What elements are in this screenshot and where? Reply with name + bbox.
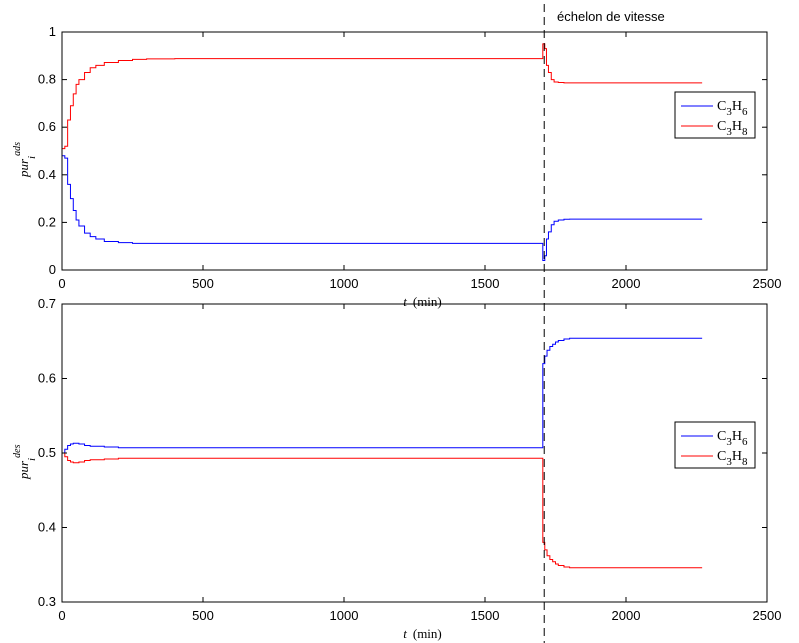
y-tick-label: 1: [49, 24, 56, 39]
x-tick-label: 1000: [330, 276, 359, 291]
y-axis-label: puriads: [12, 142, 38, 178]
y-axis-label: purides: [12, 444, 38, 480]
y-tick-label: 0.4: [38, 167, 56, 182]
series-line-C3H8: [62, 43, 703, 150]
x-axis-label: t (min): [403, 626, 442, 641]
x-tick-label: 1500: [471, 276, 500, 291]
y-tick-label: 0.5: [38, 445, 56, 460]
legend-label-C3H6: C3H6: [717, 429, 748, 448]
y-axis-label-base: pur: [16, 460, 31, 480]
x-tick-label: 1500: [471, 608, 500, 623]
x-tick-label: 1000: [330, 608, 359, 623]
legend-label-C3H8: C3H8: [717, 449, 748, 468]
x-tick-label: 500: [192, 276, 214, 291]
y-tick-label: 0.8: [38, 72, 56, 87]
x-axis-var: t: [403, 294, 407, 309]
x-tick-label: 2000: [612, 608, 641, 623]
y-tick-label: 0.4: [38, 520, 56, 535]
x-tick-label: 500: [192, 608, 214, 623]
x-axis-unit: (min): [413, 294, 442, 309]
y-axis-label-base: pur: [16, 158, 31, 178]
series-line-C3H6: [62, 337, 703, 454]
y-axis-label-sub: i: [26, 458, 38, 461]
y-axis-label-sub: i: [26, 156, 38, 159]
y-axis-label-sup: des: [12, 444, 23, 457]
legend-box: [674, 91, 756, 139]
y-tick-label: 0: [49, 262, 56, 277]
y-tick-label: 0.6: [38, 371, 56, 386]
y-tick-label: 0.3: [38, 594, 56, 609]
series-line-C3H6: [62, 155, 703, 261]
x-axis-label: t (min): [403, 294, 442, 309]
legend-label-C3H6: C3H6: [717, 99, 748, 118]
x-tick-label: 0: [58, 608, 65, 623]
x-axis-unit: (min): [413, 626, 442, 641]
axes-frame: [61, 31, 768, 271]
y-tick-label: 0.6: [38, 119, 56, 134]
legend-label-C3H8: C3H8: [717, 119, 748, 138]
bottom-plot: 0 500 1000 1500 2000 2500 0.3 0.4 0.5 0.6 0.7 t (min…: [12, 296, 781, 641]
x-tick-label: 0: [58, 276, 65, 291]
x-tick-label: 2500: [753, 276, 782, 291]
x-tick-label: 2500: [753, 608, 782, 623]
y-axis-label-sup: ads: [12, 142, 23, 156]
y-tick-label: 0.2: [38, 214, 56, 229]
y-tick-label: 0.7: [38, 296, 56, 311]
series-line-C3H8: [62, 452, 703, 569]
axes-frame: [61, 303, 768, 603]
x-axis-var: t: [403, 626, 407, 641]
x-tick-label: 2000: [612, 276, 641, 291]
legend-box: [674, 421, 756, 469]
annotation-label: échelon de vitesse: [557, 9, 665, 24]
top-plot: 0 500 1000 1500 2000 2500 0 0.2 0.4 0.6 0.8 1 t (min)…: [12, 24, 781, 309]
